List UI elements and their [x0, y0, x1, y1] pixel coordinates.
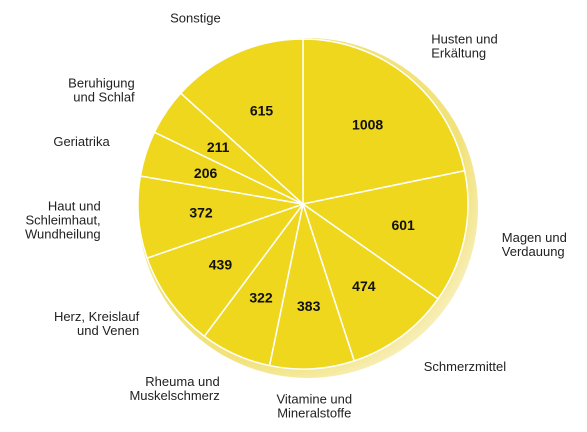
- category-line: Beruhigung: [68, 76, 135, 91]
- category-label: Geriatrika: [53, 134, 110, 149]
- pie-slice: [179, 38, 304, 206]
- category-label: Vitamine und Mineralstoffe: [276, 392, 352, 421]
- category-line: Vitamine und: [276, 392, 352, 407]
- value-label: 601: [391, 217, 415, 233]
- value-label: 383: [297, 298, 321, 314]
- category-line: Erkältung: [431, 46, 486, 61]
- category-line: Geriatrika: [53, 134, 110, 149]
- category-line: und Venen: [77, 323, 139, 338]
- value-label: 322: [249, 289, 273, 305]
- category-line: Muskelschmerz: [129, 388, 219, 403]
- category-label: Beruhigung und Schlaf: [68, 76, 135, 105]
- category-label: Sonstige: [170, 10, 221, 25]
- category-label: Magen und Verdauung: [502, 230, 567, 259]
- value-label: 206: [194, 165, 218, 181]
- pie-slice: [301, 169, 469, 300]
- category-line: Mineralstoffe: [277, 406, 351, 421]
- category-line: Sonstige: [170, 10, 221, 25]
- pie-slice: [268, 201, 356, 370]
- value-label: 474: [352, 278, 376, 294]
- category-label: Haut und Schleimhaut, Wundheilung: [25, 199, 101, 242]
- category-line: Husten und: [431, 32, 498, 47]
- value-label: 439: [209, 256, 233, 272]
- category-line: Schleimhaut,: [26, 213, 101, 228]
- pie-slice: [301, 202, 440, 362]
- pie-slice: [302, 38, 466, 205]
- category-label: Rheuma und Muskelschmerz: [129, 374, 219, 403]
- category-label: Herz, Kreislauf und Venen: [54, 309, 140, 338]
- category-label: Husten und Erkältung: [431, 32, 498, 61]
- category-line: und Schlaf: [73, 90, 135, 105]
- value-label: 615: [250, 102, 274, 118]
- category-label: Schmerzmittel: [424, 359, 506, 374]
- pie-slice: [146, 202, 306, 338]
- category-line: Magen und: [502, 230, 567, 245]
- category-line: Rheuma und: [145, 374, 219, 389]
- value-label: 211: [207, 139, 230, 155]
- value-label: 1008: [352, 117, 383, 133]
- value-label: 372: [189, 204, 213, 220]
- category-line: Schmerzmittel: [424, 359, 506, 374]
- category-line: Verdauung: [502, 244, 565, 259]
- category-line: Wundheilung: [25, 227, 101, 242]
- category-line: Haut und: [48, 199, 101, 214]
- category-line: Herz, Kreislauf: [54, 309, 140, 324]
